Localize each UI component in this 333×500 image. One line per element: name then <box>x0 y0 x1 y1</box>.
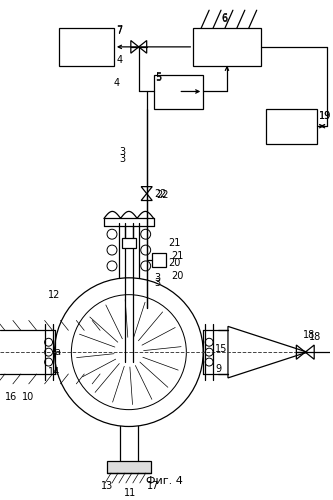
Text: 3: 3 <box>119 147 125 157</box>
Text: 14: 14 <box>48 367 60 377</box>
Text: 20: 20 <box>171 271 184 281</box>
Bar <box>107 461 151 473</box>
Text: 5: 5 <box>156 72 162 83</box>
Bar <box>193 28 261 66</box>
Text: 22: 22 <box>157 190 169 200</box>
Text: 10: 10 <box>22 392 34 402</box>
Text: 21: 21 <box>168 238 181 248</box>
Text: 19: 19 <box>319 112 331 122</box>
Text: 3: 3 <box>155 273 161 283</box>
Text: 12: 12 <box>48 290 60 300</box>
Text: 22: 22 <box>155 188 167 198</box>
Text: 5: 5 <box>156 72 162 82</box>
Text: 3: 3 <box>119 154 125 164</box>
Text: 15: 15 <box>215 344 227 354</box>
Text: 20: 20 <box>168 258 181 268</box>
Text: 11: 11 <box>124 488 136 498</box>
Text: 18: 18 <box>303 330 316 340</box>
Text: 21: 21 <box>171 251 184 261</box>
Bar <box>60 28 114 66</box>
Text: 4: 4 <box>114 78 120 88</box>
Text: 7: 7 <box>116 25 122 35</box>
Text: 19: 19 <box>319 112 331 122</box>
Text: 17: 17 <box>147 481 159 491</box>
Bar <box>154 74 203 110</box>
Text: a: a <box>55 347 61 357</box>
Text: 3: 3 <box>155 278 161 288</box>
Text: 7: 7 <box>116 26 122 36</box>
Text: 4: 4 <box>117 55 123 65</box>
Text: 6: 6 <box>221 13 227 23</box>
Text: 16: 16 <box>5 392 17 402</box>
Text: Фиг. 4: Фиг. 4 <box>146 476 183 486</box>
Bar <box>122 238 136 248</box>
Text: 9: 9 <box>215 364 221 374</box>
Text: 18: 18 <box>309 332 321 342</box>
Text: 13: 13 <box>101 481 113 491</box>
Bar <box>152 253 166 267</box>
Bar <box>266 110 317 144</box>
Text: 6: 6 <box>221 14 227 24</box>
